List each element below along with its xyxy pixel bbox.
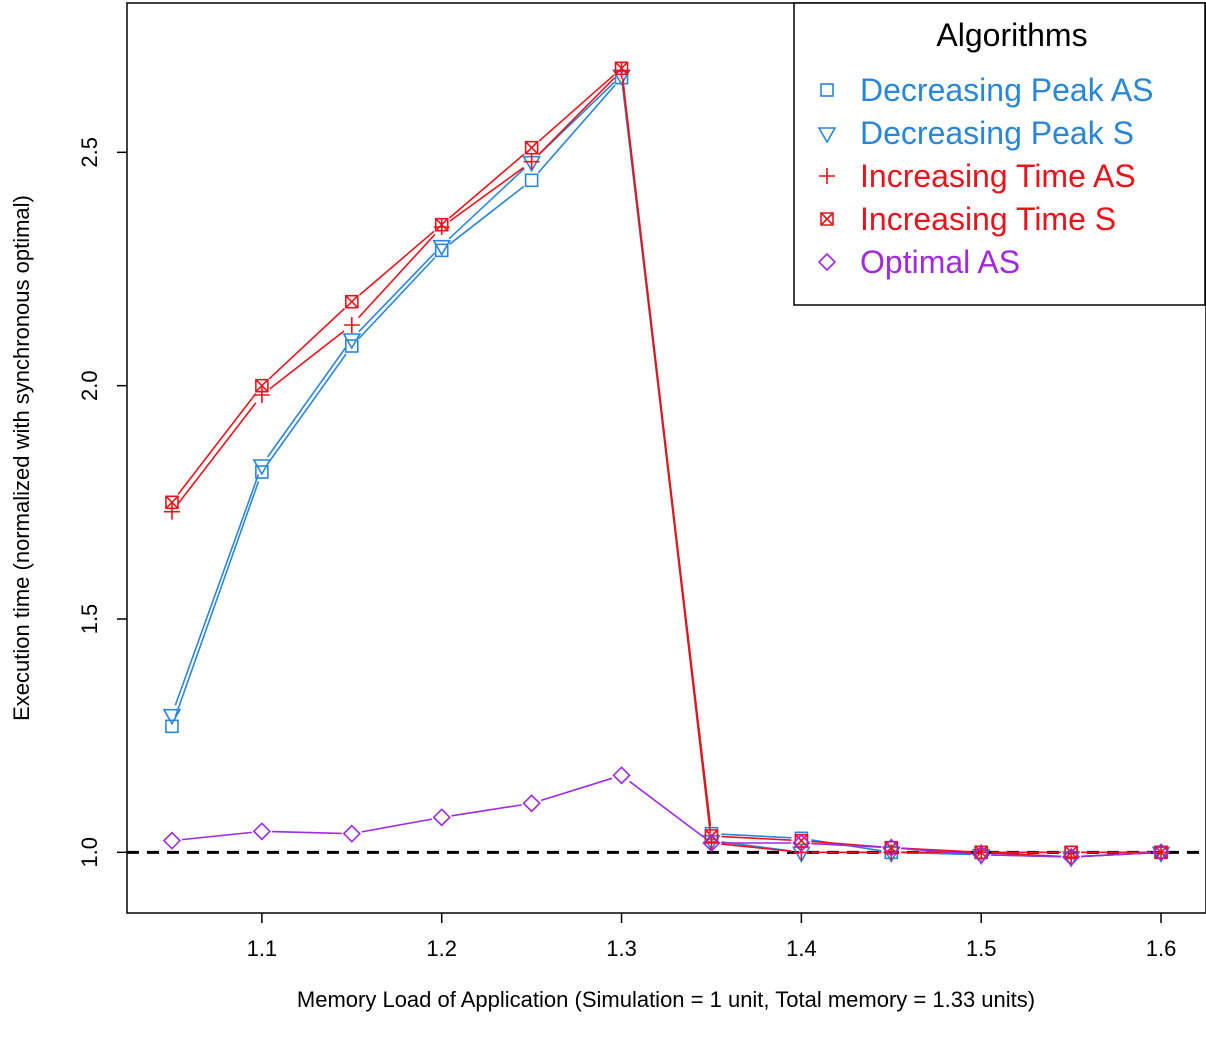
series-segment (451, 804, 522, 817)
series-segment (358, 230, 435, 296)
series-segment (721, 833, 792, 839)
series-segment (174, 481, 260, 718)
data-point (523, 153, 540, 170)
series-segment (267, 346, 347, 458)
data-point (162, 831, 182, 850)
series-4 (162, 766, 1171, 867)
legend-box (793, 2, 1206, 306)
series-segment (269, 330, 345, 390)
data-point (165, 495, 179, 510)
series-segment (621, 78, 712, 827)
y-tick-label: 1.0 (77, 837, 102, 868)
data-point (524, 173, 539, 188)
series-segment (181, 831, 253, 841)
x-tick-label: 1.4 (786, 936, 817, 961)
data-point (252, 459, 272, 476)
y-tick-label: 2.0 (77, 370, 102, 401)
legend-marker (819, 168, 835, 184)
x-axis-title: Memory Load of Application (Simulation =… (297, 987, 1035, 1012)
data-point (434, 243, 449, 258)
data-point (255, 378, 269, 393)
series-segment (449, 166, 525, 222)
series-segment (721, 835, 792, 841)
data-point (612, 766, 631, 785)
legend-entries: Decreasing Peak AS Decreasing Peak S Incre… (817, 72, 1154, 280)
data-point (162, 708, 182, 726)
data-point (253, 387, 270, 403)
series-segment (901, 847, 972, 855)
y-axis: 1.0 1.5 2.0 2.5 (77, 137, 127, 868)
series-segment (448, 153, 525, 219)
series-segment (174, 474, 260, 706)
series-segment (358, 257, 436, 340)
legend-title: Algorithms (936, 17, 1087, 53)
series-segment (267, 353, 347, 465)
data-point (792, 833, 811, 853)
series-segment (177, 402, 257, 505)
legend-label: Decreasing Peak S (860, 115, 1134, 151)
data-point (794, 833, 809, 848)
legend-label: Optimal AS (860, 244, 1020, 280)
data-point (252, 822, 272, 841)
legend-label: Decreasing Peak AS (860, 72, 1154, 108)
data-point (163, 503, 180, 520)
data-point (614, 61, 629, 76)
legend: Algorithms Decreasing Peak ASDecreasing … (793, 2, 1206, 306)
series-segment (538, 74, 615, 142)
y-tick-label: 2.5 (77, 137, 102, 168)
x-tick-label: 1.6 (1146, 936, 1177, 961)
series-segment (537, 84, 616, 174)
series-segment (991, 854, 1062, 858)
data-point (165, 719, 179, 734)
series-segment (811, 842, 882, 848)
series-segment (540, 777, 613, 802)
data-point (702, 833, 721, 853)
data-point (342, 824, 361, 843)
series-segment (177, 393, 257, 495)
data-point (703, 835, 720, 851)
data-point (882, 838, 901, 857)
series-segment (629, 780, 704, 838)
data-point (344, 294, 359, 309)
data-point (974, 845, 989, 860)
series-segment (1081, 852, 1152, 858)
data-point (1151, 843, 1171, 862)
legend-marker (820, 212, 834, 226)
series-segment (357, 233, 436, 319)
data-point (342, 333, 362, 350)
legend-marker (817, 252, 837, 272)
y-tick-label: 1.5 (77, 604, 102, 635)
data-point (343, 317, 360, 333)
legend-marker (820, 83, 834, 97)
series-segment (448, 167, 525, 240)
series-segment (449, 185, 525, 245)
y-axis-title: Execution time (normalized with synchron… (9, 195, 34, 721)
series-layer (162, 61, 1171, 868)
x-tick-label: 1.5 (966, 936, 997, 961)
series-segment (268, 307, 346, 380)
data-point (972, 845, 991, 864)
series-segment (271, 830, 342, 835)
legend-marker (817, 127, 837, 144)
legend-label: Increasing Time AS (860, 158, 1136, 194)
series-segment (538, 77, 616, 156)
data-point (434, 217, 449, 232)
data-point (432, 239, 452, 257)
x-tick-label: 1.2 (426, 936, 457, 961)
series-segment (721, 843, 792, 853)
series-segment (358, 252, 436, 333)
data-point (255, 465, 269, 479)
legend-label: Increasing Time S (860, 201, 1116, 237)
data-point (1061, 847, 1081, 867)
data-point (522, 794, 541, 813)
x-axis: 1.1 1.2 1.3 1.4 1.5 1.6 (247, 913, 1177, 961)
data-point (344, 339, 359, 353)
plot-frame (126, 2, 1206, 914)
x-tick-label: 1.1 (247, 936, 278, 961)
data-point (524, 140, 539, 155)
series-segment (361, 818, 433, 833)
data-point (432, 808, 451, 827)
x-tick-label: 1.3 (606, 936, 637, 961)
